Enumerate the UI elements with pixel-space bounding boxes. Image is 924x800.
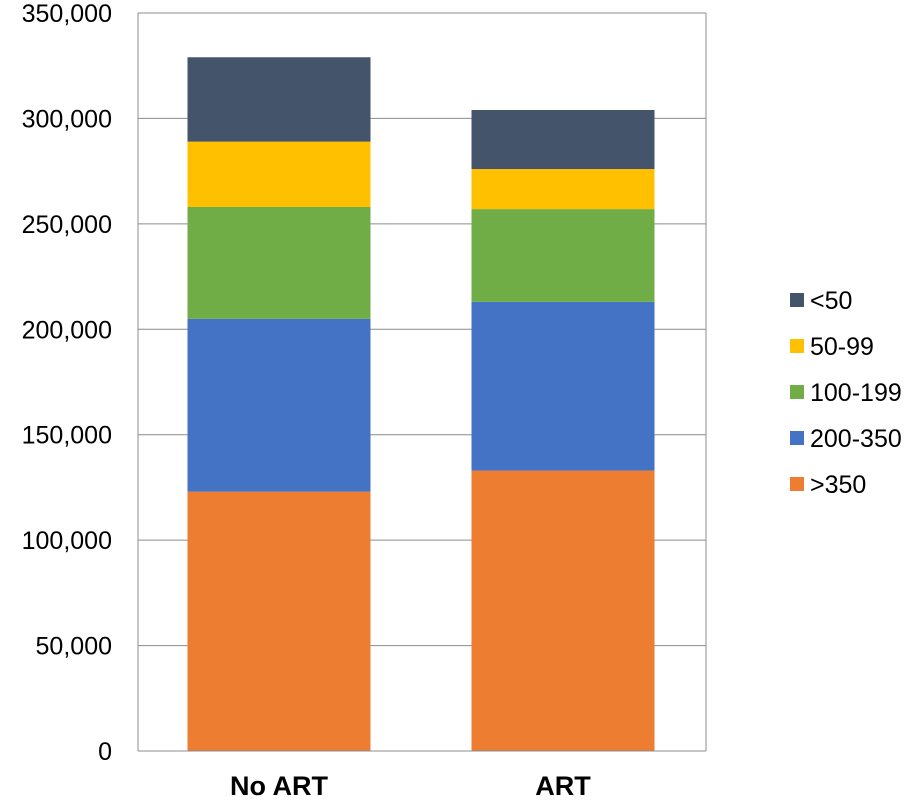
- x-category-label: No ART: [230, 771, 328, 800]
- y-tick-label: 200,000: [22, 316, 112, 344]
- bars: [187, 57, 655, 751]
- bar-segment: [187, 57, 371, 142]
- y-tick-label: 100,000: [22, 527, 112, 555]
- y-tick-label: 150,000: [22, 422, 112, 450]
- x-category-label: ART: [535, 771, 591, 800]
- bar-segment: [187, 318, 371, 492]
- legend-label: 50-99: [810, 333, 874, 361]
- legend-label: 200-350: [810, 425, 902, 453]
- bar-segment: [471, 109, 655, 170]
- legend-label: >350: [810, 471, 866, 499]
- bar-segment: [187, 491, 371, 751]
- legend-swatch: [790, 477, 804, 491]
- legend: <50 50-99 100-199 200-350 >350: [790, 287, 902, 499]
- bar-segment: [471, 169, 655, 210]
- y-tick-label: 300,000: [22, 105, 112, 133]
- bar-segment: [187, 206, 371, 319]
- x-category-labels: No ART ART: [230, 771, 591, 800]
- y-tick-labels: 0 50,000 100,000 150,000 200,000 250,000 300,0…: [22, 0, 112, 766]
- legend-swatch: [790, 431, 804, 445]
- y-tick-label: 0: [98, 738, 112, 766]
- bar-segment: [471, 209, 655, 302]
- legend-swatch: [790, 385, 804, 399]
- legend-swatch: [790, 339, 804, 353]
- legend-label: <50: [810, 287, 852, 315]
- y-tick-label: 250,000: [22, 211, 112, 239]
- legend-label: 100-199: [810, 379, 902, 407]
- y-tick-label: 350,000: [22, 0, 112, 28]
- bar-segment: [187, 141, 371, 207]
- axes: [137, 13, 707, 752]
- bar-segment: [471, 301, 655, 471]
- legend-swatch: [790, 293, 804, 307]
- bar-segment: [471, 470, 655, 751]
- y-tick-label: 50,000: [36, 633, 112, 661]
